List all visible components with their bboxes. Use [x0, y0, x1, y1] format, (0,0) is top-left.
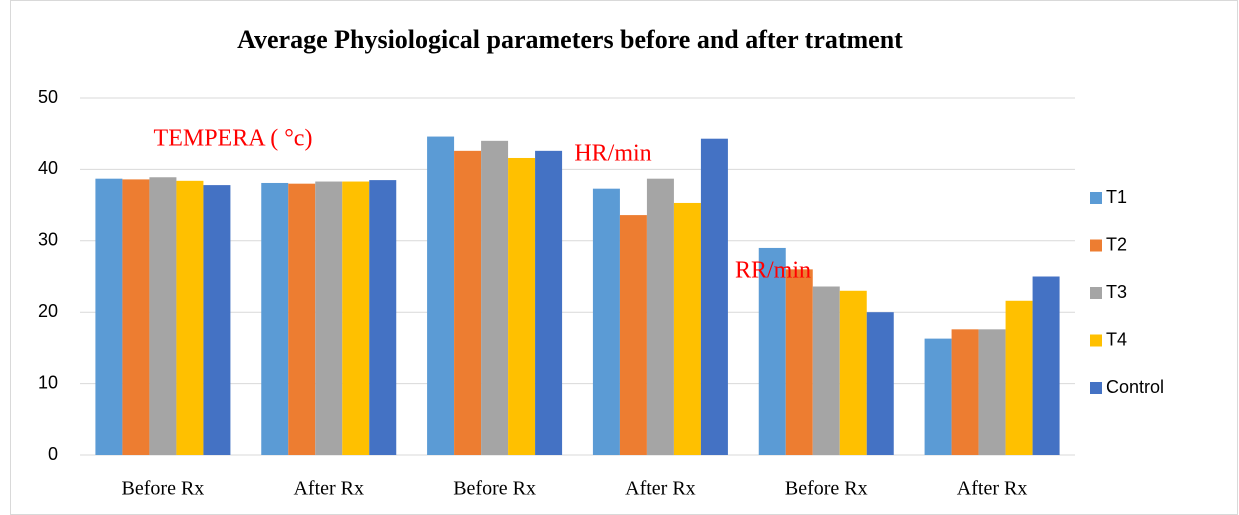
bar: [427, 136, 455, 455]
bar: [454, 150, 482, 455]
legend-label: T3: [1106, 282, 1127, 302]
bar: [951, 329, 979, 455]
x-tick-label: Before Rx: [453, 478, 536, 500]
y-tick-label: 20: [38, 301, 58, 321]
bar: [646, 178, 674, 455]
bar: [508, 157, 536, 455]
bar: [95, 178, 123, 455]
bar: [866, 312, 894, 455]
bar: [288, 183, 316, 455]
annotation: HR/min: [574, 141, 651, 167]
y-tick-label: 10: [38, 372, 58, 392]
bar: [315, 181, 343, 455]
bar: [342, 181, 370, 455]
bar: [369, 180, 397, 456]
bar: [149, 177, 177, 455]
annotation: RR/min: [735, 258, 811, 284]
bar: [122, 179, 150, 455]
legend-swatch: [1090, 382, 1102, 394]
bar: [261, 182, 289, 455]
legend-label: T1: [1106, 187, 1127, 207]
bar: [785, 269, 813, 455]
x-tick-label: Before Rx: [122, 478, 205, 500]
y-tick-label: 50: [38, 87, 58, 107]
bar: [924, 338, 952, 455]
bar: [176, 180, 204, 455]
bar: [619, 215, 647, 455]
legend-label: T4: [1106, 329, 1127, 349]
bar: [481, 140, 509, 455]
bar: [592, 188, 620, 456]
bar: [1032, 276, 1060, 455]
legend-swatch: [1090, 287, 1102, 299]
chart-title: Average Physiological parameters before …: [237, 25, 903, 54]
annotation: TEMPERA ( °c): [154, 126, 313, 152]
bar: [978, 329, 1006, 455]
y-tick-label: 40: [38, 158, 58, 178]
legend-swatch: [1090, 192, 1102, 204]
bar: [700, 138, 728, 455]
x-tick-label: After Rx: [957, 478, 1028, 500]
legend-swatch: [1090, 239, 1102, 252]
x-tick-label: After Rx: [625, 478, 696, 500]
bar: [758, 247, 786, 455]
legend-label: T2: [1106, 234, 1127, 254]
bar: [203, 185, 231, 455]
legend-swatch: [1090, 334, 1102, 347]
bar: [673, 202, 701, 455]
bar: [812, 286, 840, 455]
bar: [1005, 300, 1033, 455]
bar: [839, 290, 867, 455]
bar: [535, 150, 563, 455]
y-tick-label: 30: [38, 230, 58, 250]
y-tick-label: 0: [48, 444, 58, 464]
x-tick-label: Before Rx: [785, 478, 868, 500]
legend-label: Control: [1106, 377, 1164, 397]
x-tick-label: After Rx: [293, 478, 364, 500]
